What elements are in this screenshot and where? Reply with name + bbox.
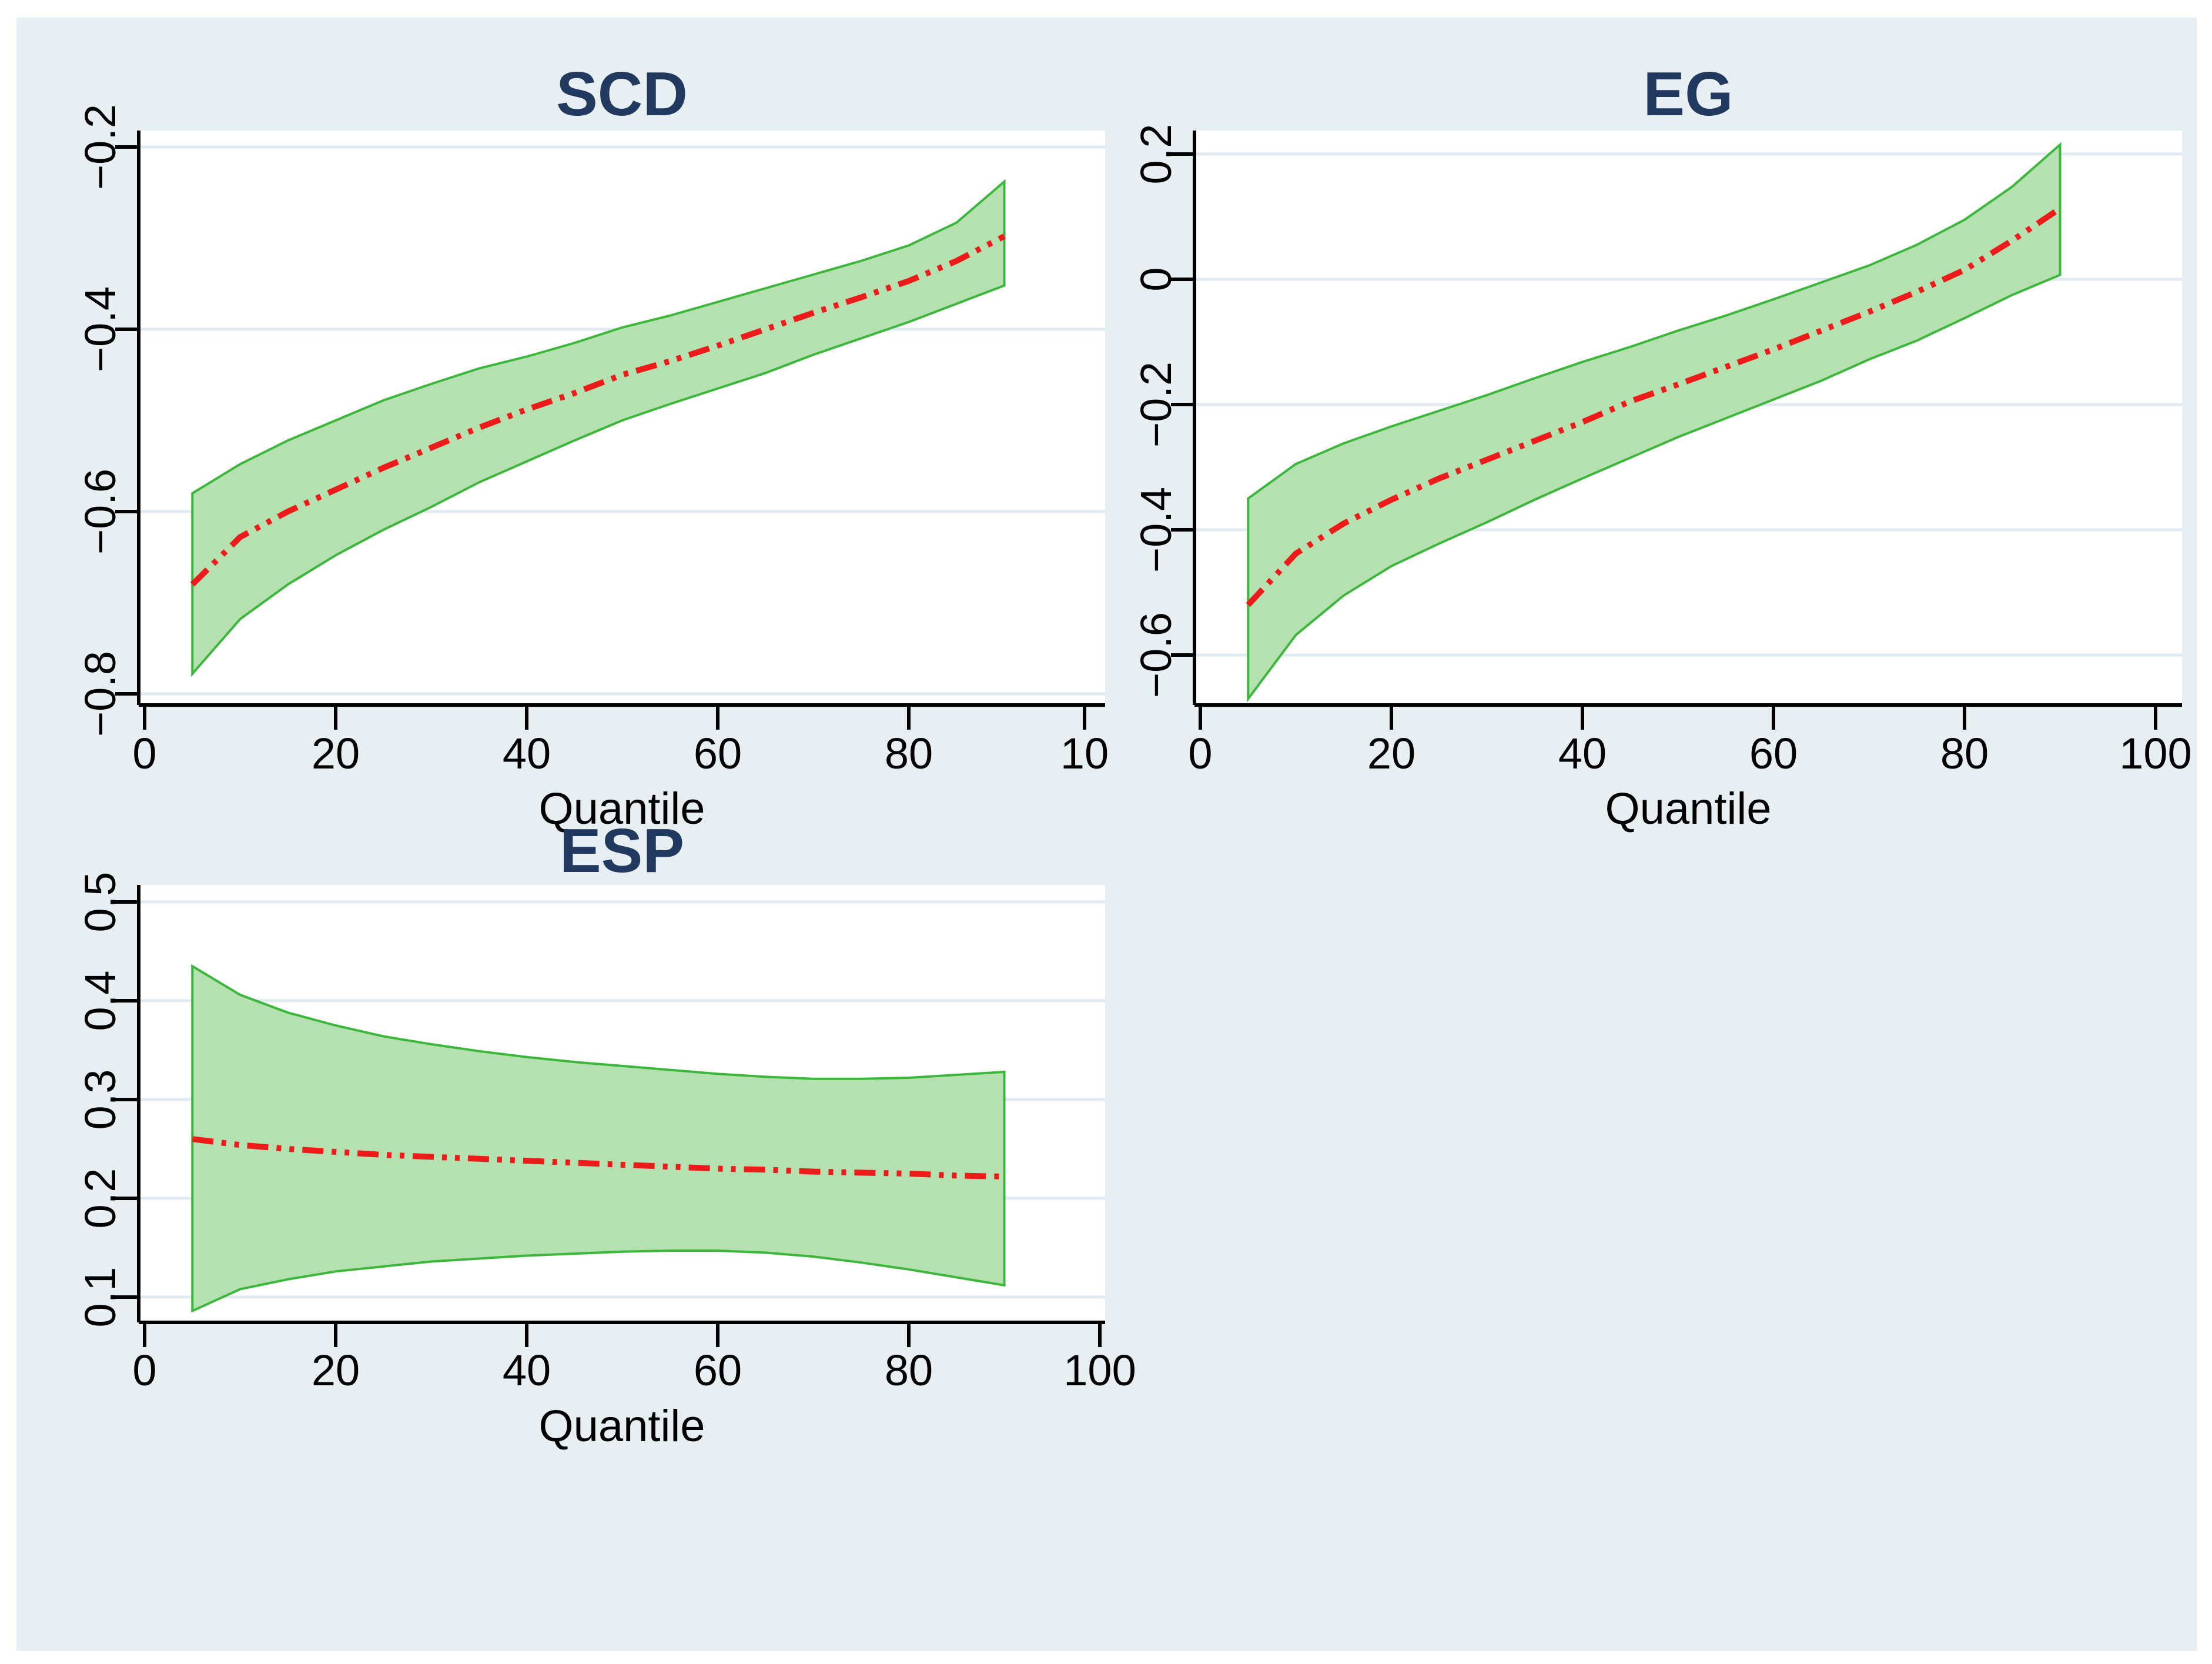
x-tick-label: 0 [1188, 729, 1212, 778]
estimate-line [190, 233, 1006, 587]
x-tick-label: 0 [132, 729, 156, 778]
x-tick-label: 60 [694, 729, 742, 778]
x-tick-label: 40 [503, 729, 551, 778]
x-tick-label: 20 [1367, 729, 1415, 778]
x-tick-label: 0 [132, 1346, 156, 1395]
x-tick-label: 100 [1063, 1346, 1136, 1395]
y-tick-label: 0.2 [1132, 124, 1180, 185]
x-tick-label: 80 [1940, 729, 1989, 778]
y-tick-label: 0.1 [76, 1267, 125, 1328]
x-tick-label: 20 [312, 1346, 360, 1395]
y-tick-label: −0.6 [76, 469, 125, 554]
x-tick-label: 100 [2119, 729, 2191, 778]
x-tick-label: 60 [1749, 729, 1798, 778]
y-tick-label: 0.3 [76, 1070, 125, 1130]
confidence-band [191, 964, 1006, 1313]
y-tick-label: −0.4 [76, 286, 125, 372]
y-tick-label: −0.8 [76, 651, 125, 737]
panel-title: ESP [560, 816, 684, 886]
y-tick-label: 0.4 [76, 971, 125, 1031]
estimate-line [1246, 206, 2062, 607]
confidence-band [191, 179, 1006, 677]
y-tick-label: 0 [1132, 267, 1180, 291]
y-tick-label: −0.4 [1132, 487, 1180, 573]
y-tick-label: −0.2 [76, 104, 125, 190]
estimate-line [192, 1136, 1005, 1180]
x-tick-label: 10 [1060, 729, 1109, 778]
x-axis-label: Quantile [538, 784, 705, 834]
y-tick-label: 0.2 [76, 1168, 125, 1229]
x-tick-label: 80 [885, 1346, 933, 1395]
panel-title: EG [1643, 59, 1733, 129]
y-tick-label: 0.5 [76, 872, 125, 933]
x-axis-label: Quantile [1605, 784, 1771, 834]
panel-title: SCD [556, 59, 688, 129]
x-tick-label: 40 [503, 1346, 551, 1395]
y-tick-label: −0.6 [1132, 612, 1180, 698]
x-tick-label: 60 [694, 1346, 742, 1395]
x-tick-label: 20 [312, 729, 360, 778]
x-axis-label: Quantile [538, 1401, 705, 1451]
x-tick-label: 80 [885, 729, 933, 778]
y-tick-label: −0.2 [1132, 362, 1180, 447]
confidence-band [1247, 142, 2062, 703]
x-tick-label: 40 [1558, 729, 1607, 778]
